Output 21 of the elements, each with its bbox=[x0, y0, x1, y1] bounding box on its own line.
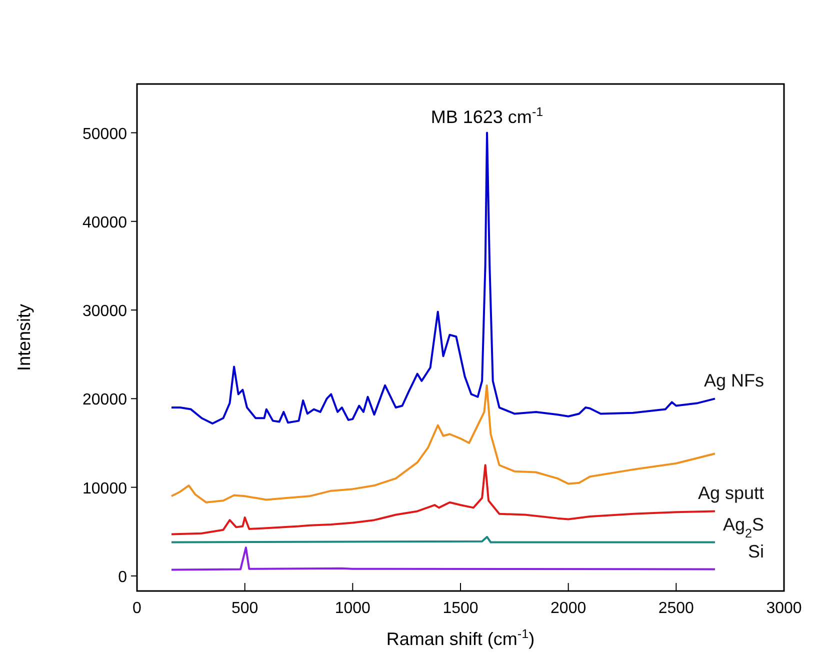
line-series bbox=[170, 546, 716, 571]
x-tick-label: 500 bbox=[231, 600, 258, 617]
x-tick-label: 2000 bbox=[550, 600, 586, 617]
series-label: Si bbox=[748, 541, 764, 562]
x-tick-label: 0 bbox=[132, 600, 142, 617]
x-tick-label: 2500 bbox=[658, 600, 694, 617]
y-tick-label: 40000 bbox=[82, 214, 128, 232]
y-tick-label: 30000 bbox=[82, 303, 128, 320]
y-tick-label: 0 bbox=[118, 568, 128, 586]
x-tick-label: 1500 bbox=[442, 600, 478, 617]
annotation: MB 1623 cm$^{-1}$ bbox=[430, 104, 544, 127]
series-label: Ag$_{2}$S bbox=[722, 514, 764, 540]
x-tick-label: 3000 bbox=[766, 600, 802, 617]
y-tick-label: 50000 bbox=[82, 126, 128, 143]
y-tick-label: 20000 bbox=[82, 392, 128, 409]
series-label: Ag NFs bbox=[704, 370, 764, 391]
x-axis-title: Raman shift (cm$^{-1}$) bbox=[386, 627, 535, 649]
y-axis-title: Intensity bbox=[14, 304, 34, 372]
series-label: Ag sputt bbox=[698, 483, 764, 504]
y-tick-label: 10000 bbox=[82, 480, 128, 498]
x-tick-label: 1000 bbox=[334, 600, 371, 617]
